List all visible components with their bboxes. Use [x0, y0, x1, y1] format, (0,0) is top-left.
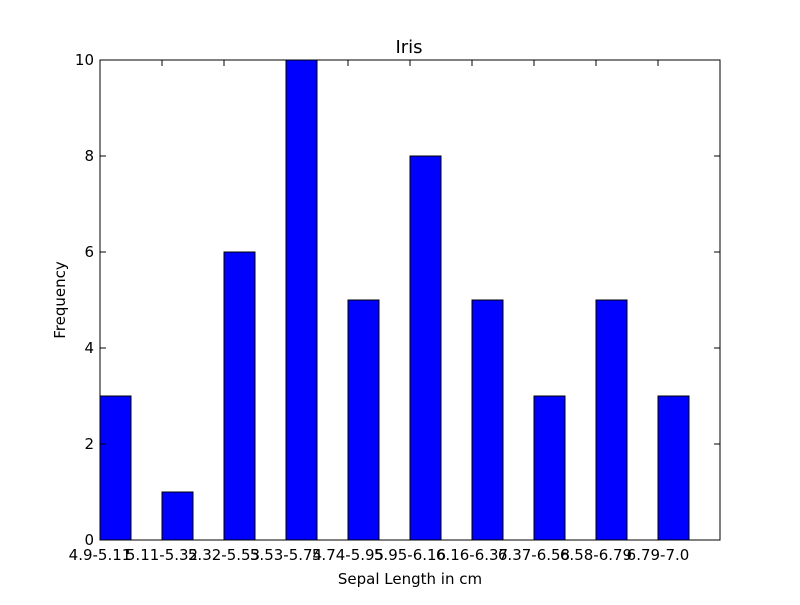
bar-8 — [595, 299, 628, 541]
bar-6 — [471, 299, 504, 541]
y-tick-label-2: 4 — [84, 339, 94, 357]
y-tick-label-3: 6 — [84, 243, 94, 261]
x-tick-label-3: 5.53-5.74 — [250, 546, 322, 564]
bar-5 — [409, 155, 442, 541]
y-tick-label-5: 10 — [75, 51, 94, 69]
x-tick-label-7: 6.37-6.58 — [498, 546, 570, 564]
y-tick-label-1: 2 — [84, 435, 94, 453]
y-tick-label-0: 0 — [84, 531, 94, 549]
x-tick-label-4: 5.74-5.95 — [312, 546, 384, 564]
x-tick-label-5: 5.95-6.16 — [374, 546, 446, 564]
bar-4 — [347, 299, 380, 541]
x-tick-label-9: 6.79-7.0 — [627, 546, 690, 564]
x-tick-label-6: 6.16-6.37 — [436, 546, 508, 564]
y-tick-label-4: 8 — [84, 147, 94, 165]
x-tick-label-1: 5.11-5.32 — [126, 546, 198, 564]
chart-title: Iris — [395, 37, 422, 58]
bar-0 — [99, 395, 132, 541]
x-axis-label: Sepal Length in cm — [338, 570, 482, 588]
plot-area: 0 2 4 6 8 10 4.9-5.115.11-5.325.32-5.535.53-5.… — [69, 51, 721, 564]
bar-1 — [161, 491, 194, 541]
y-axis-label: Frequency — [51, 261, 69, 339]
x-tick-label-0: 4.9-5.11 — [69, 546, 132, 564]
x-tick-label-2: 5.32-5.53 — [188, 546, 260, 564]
bar-7 — [533, 395, 566, 541]
x-tick-label-8: 6.58-6.79 — [560, 546, 632, 564]
bar-9 — [657, 395, 690, 541]
bar-3 — [285, 59, 318, 541]
bar-2 — [223, 251, 256, 541]
